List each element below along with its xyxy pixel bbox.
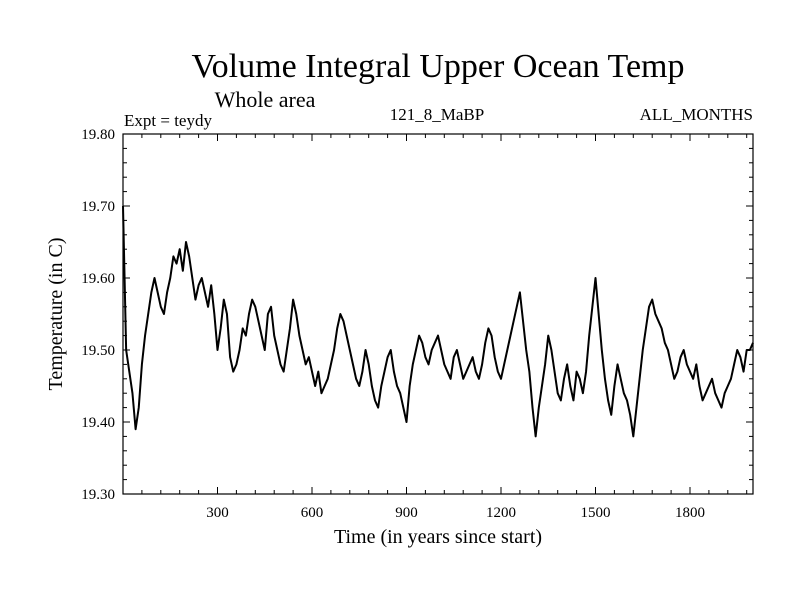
x-tick-label: 1800 [675,505,705,521]
y-tick-label: 19.30 [81,487,115,503]
x-tick-label: 1200 [486,505,516,521]
y-tick-label: 19.50 [81,343,115,359]
x-axis-label: Time (in years since start) [334,526,542,548]
plot-frame [122,133,754,495]
x-tick-label: 900 [395,505,418,521]
temperature-series-line [122,205,754,438]
y-tick-label: 19.70 [81,199,115,215]
chart-title: Volume Integral Upper Ocean Temp [192,48,685,85]
x-axis-ticks: 300 600 900 1200 1500 1800 [141,134,748,521]
y-axis-label: Temperature (in C) [45,238,67,391]
chart-subtitle: Whole area [215,87,316,112]
experiment-label: Expt = teydy [124,111,212,130]
run-label: 121_8_MaBP [390,105,484,124]
x-tick-label: 300 [206,505,229,521]
y-tick-label: 19.80 [81,127,115,143]
y-tick-label: 19.60 [81,271,115,287]
x-tick-label: 1500 [581,505,611,521]
y-axis-ticks: 19.30 19.40 19.50 19.60 19.70 19.80 [81,127,753,503]
period-label: ALL_MONTHS [640,105,753,124]
y-tick-label: 19.40 [81,415,115,431]
x-tick-label: 600 [301,505,324,521]
